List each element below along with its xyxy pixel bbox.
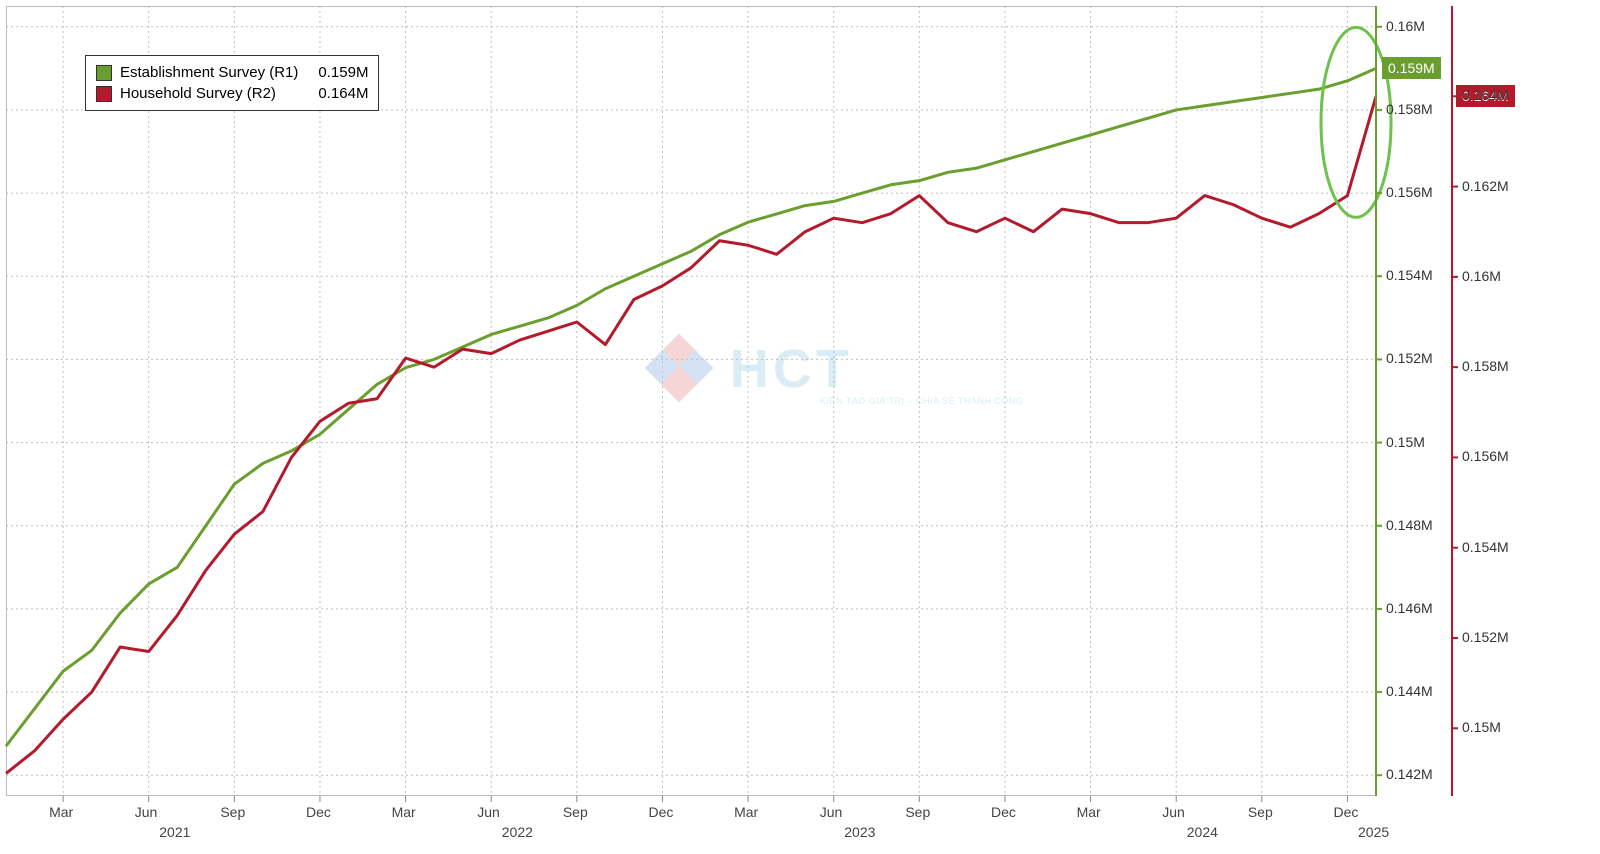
axis-r1-tick-label: 0.156M: [1386, 184, 1433, 200]
axis-x-month-label: Mar: [49, 804, 73, 820]
legend-row-household: Household Survey (R2) 0.164M: [96, 83, 368, 104]
axis-x-year-label: 2021: [159, 824, 190, 840]
end-badge-r1: 0.159M: [1382, 57, 1441, 79]
axis-r2-tick-label: 0.154M: [1462, 539, 1509, 555]
axis-x-month-label: Jun: [135, 804, 158, 820]
axis-r1-tick-label: 0.16M: [1386, 18, 1425, 34]
axis-x-year-label: 2025: [1358, 824, 1389, 840]
axis-r2-tick-label: 0.164M: [1462, 87, 1509, 103]
axis-r2-tick-label: 0.16M: [1462, 268, 1501, 284]
axis-x-month-label: Dec: [1333, 804, 1358, 820]
axis-r1-tick-label: 0.152M: [1386, 350, 1433, 366]
axis-x-month-label: Sep: [1248, 804, 1273, 820]
axis-x-year-label: 2023: [844, 824, 875, 840]
axis-r1-tick-label: 0.154M: [1386, 267, 1433, 283]
legend-value: 0.159M: [318, 62, 368, 83]
axis-x-year-label: 2024: [1187, 824, 1218, 840]
axis-r2-tick-label: 0.156M: [1462, 448, 1509, 464]
series-establishment: [6, 68, 1376, 746]
axis-x-month-label: Mar: [392, 804, 416, 820]
axis-x-month-label: Mar: [1077, 804, 1101, 820]
axis-x-month-label: Dec: [648, 804, 673, 820]
axis-r1-tick-label: 0.142M: [1386, 766, 1433, 782]
chart-svg: [0, 0, 1600, 854]
axis-r1-tick-label: 0.158M: [1386, 101, 1433, 117]
axis-r2-tick-label: 0.15M: [1462, 719, 1501, 735]
legend: Establishment Survey (R1)0.159MHousehold…: [85, 55, 379, 111]
axis-r1-tick-label: 0.15M: [1386, 434, 1425, 450]
axis-x-year-label: 2022: [502, 824, 533, 840]
axis-x-month-label: Jun: [1162, 804, 1185, 820]
axis-x-month-label: Jun: [820, 804, 843, 820]
axis-r1-tick-label: 0.148M: [1386, 517, 1433, 533]
legend-swatch-icon: [96, 65, 112, 81]
axis-r2-tick-label: 0.158M: [1462, 358, 1509, 374]
axis-x-month-label: Sep: [563, 804, 588, 820]
axis-r1-tick-label: 0.146M: [1386, 600, 1433, 616]
axis-r1-tick-label: 0.144M: [1386, 683, 1433, 699]
legend-row-establishment: Establishment Survey (R1) 0.159M: [96, 62, 368, 83]
legend-value: 0.164M: [318, 83, 368, 104]
legend-label: Household Survey (R2): [120, 83, 298, 104]
legend-swatch-icon: [96, 86, 112, 102]
axis-x-month-label: Sep: [220, 804, 245, 820]
axis-x-month-label: Sep: [905, 804, 930, 820]
axis-x-month-label: Dec: [991, 804, 1016, 820]
legend-label: Establishment Survey (R1): [120, 62, 298, 83]
highlight-circle: [1321, 27, 1391, 217]
chart-root: HCT KIẾN TẠO GIÁ TRỊ – CHIA SẺ THÀNH CÔN…: [0, 0, 1600, 854]
axis-x-month-label: Jun: [477, 804, 500, 820]
axis-r2-tick-label: 0.162M: [1462, 178, 1509, 194]
axis-r2-tick-label: 0.152M: [1462, 629, 1509, 645]
axis-x-month-label: Dec: [306, 804, 331, 820]
series-household: [6, 96, 1376, 773]
axis-x-month-label: Mar: [734, 804, 758, 820]
